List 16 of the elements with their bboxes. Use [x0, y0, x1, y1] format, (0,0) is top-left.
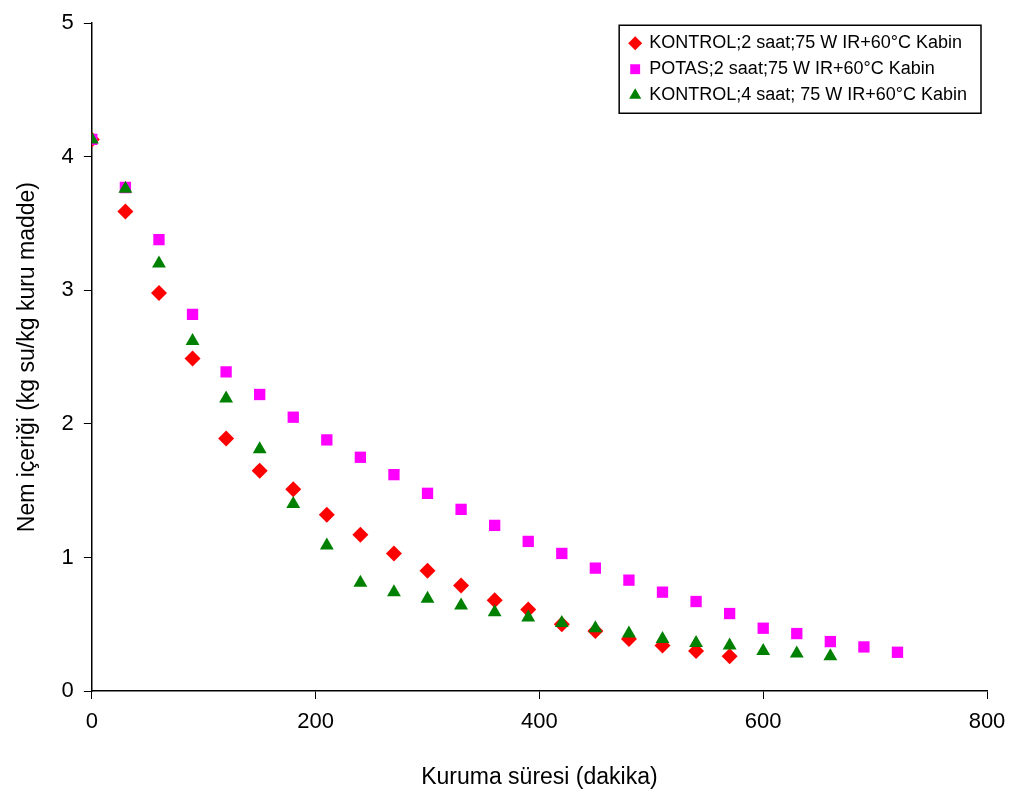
y-tick-label: 2 — [61, 409, 74, 435]
y-axis-title: Nem içeriği (kg su/kg kuru madde) — [13, 181, 40, 533]
x-axis-title: Kuruma süresi (dakika) — [421, 762, 658, 789]
legend-label: POTAS;2 saat;75 W IR+60°C Kabin — [649, 58, 935, 79]
legend-label: KONTROL;2 saat;75 W IR+60°C Kabin — [649, 32, 963, 53]
x-tick-label: 600 — [744, 708, 782, 734]
x-tick-label: 400 — [521, 708, 558, 734]
y-tick-label: 0 — [61, 677, 74, 703]
x-tick-label: 200 — [297, 708, 334, 734]
x-tick-label: 800 — [968, 708, 1006, 734]
x-tick-label: 0 — [85, 708, 98, 734]
y-tick-label: 4 — [61, 142, 74, 168]
y-tick-label: 5 — [61, 9, 74, 35]
y-tick-label: 3 — [61, 276, 74, 302]
y-tick-label: 1 — [61, 543, 74, 569]
legend-label: KONTROL;4 saat; 75 W IR+60°C Kabin — [649, 84, 968, 105]
